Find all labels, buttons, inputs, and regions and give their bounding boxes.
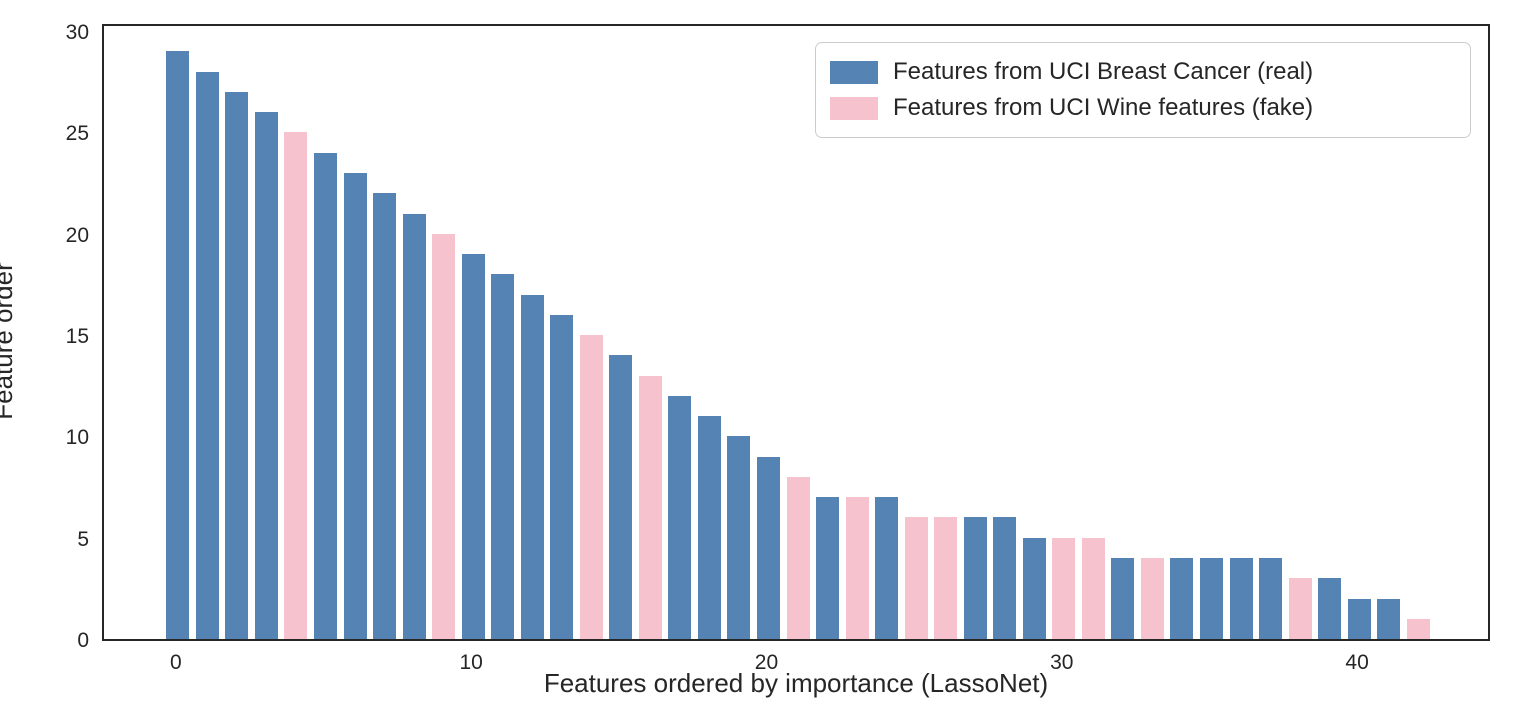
x-tick-40: 40 (1345, 651, 1369, 674)
bar-real-8 (402, 213, 426, 639)
legend-swatch-real-icon (830, 60, 878, 84)
bar-real-2 (225, 91, 249, 639)
legend-entry-fake: Features from UCI Wine features (fake) (830, 90, 1456, 126)
bar-real-22 (816, 497, 839, 639)
bar-real-15 (609, 355, 633, 639)
bar-fake-25 (904, 517, 928, 639)
y-tick-25: 25 (65, 122, 89, 146)
bar-real-20 (757, 456, 780, 639)
bar-fake-14 (579, 335, 603, 639)
bar-real-32 (1111, 557, 1135, 639)
bar-fake-30 (1052, 537, 1076, 639)
bar-real-0 (166, 51, 190, 639)
x-axis-label: Features ordered by importance (LassoNet… (543, 668, 1049, 698)
bar-real-37 (1259, 557, 1282, 639)
bar-real-5 (314, 152, 337, 639)
bar-real-36 (1229, 557, 1253, 639)
bar-real-7 (373, 193, 396, 639)
y-axis-label: Feature order (0, 262, 18, 420)
bar-fake-23 (845, 497, 869, 639)
bar-fake-38 (1288, 578, 1312, 639)
bar-real-1 (195, 71, 219, 639)
bar-real-27 (963, 517, 987, 639)
bar-fake-33 (1140, 557, 1164, 639)
bar-real-18 (697, 416, 721, 639)
bar-real-28 (993, 517, 1017, 639)
bar-real-6 (343, 173, 367, 639)
bar-real-12 (520, 294, 544, 639)
bar-real-17 (668, 395, 692, 639)
y-tick-0: 0 (77, 629, 89, 652)
legend-entry-real: Features from UCI Breast Cancer (real) (830, 54, 1456, 90)
bar-real-34 (1170, 557, 1194, 639)
bar-real-3 (254, 112, 278, 639)
bar-real-13 (550, 314, 574, 639)
plot-area: Features from UCI Breast Cancer (real) F… (102, 24, 1490, 641)
bar-real-11 (491, 274, 515, 639)
bar-real-10 (461, 254, 485, 639)
bar-real-41 (1377, 598, 1401, 639)
legend-label-fake: Features from UCI Wine features (fake) (893, 94, 1314, 121)
y-tick-30: 30 (65, 21, 89, 45)
y-tick-10: 10 (65, 426, 89, 450)
x-tick-0: 0 (169, 651, 182, 674)
y-tick-20: 20 (65, 223, 89, 247)
x-tick-20: 20 (754, 651, 779, 674)
x-tick-30: 30 (1050, 651, 1074, 674)
bar-fake-21 (786, 476, 810, 639)
bar-real-29 (1022, 537, 1046, 639)
legend: Features from UCI Breast Cancer (real) F… (815, 42, 1471, 138)
x-tick-10: 10 (459, 651, 483, 674)
bar-fake-16 (638, 375, 662, 639)
bar-real-24 (875, 497, 899, 639)
bar-real-40 (1347, 598, 1371, 639)
y-tick-5: 5 (77, 527, 89, 551)
legend-swatch-fake-icon (830, 96, 878, 120)
bar-real-39 (1318, 578, 1342, 639)
bar-fake-31 (1081, 537, 1105, 639)
legend-label-real: Features from UCI Breast Cancer (real) (893, 58, 1314, 85)
bar-real-19 (727, 436, 751, 639)
bar-fake-26 (934, 517, 958, 639)
bar-fake-4 (284, 132, 308, 639)
y-tick-15: 15 (65, 325, 89, 349)
bar-fake-9 (432, 233, 456, 639)
bar-real-35 (1199, 557, 1223, 639)
bar-fake-42 (1406, 618, 1430, 639)
